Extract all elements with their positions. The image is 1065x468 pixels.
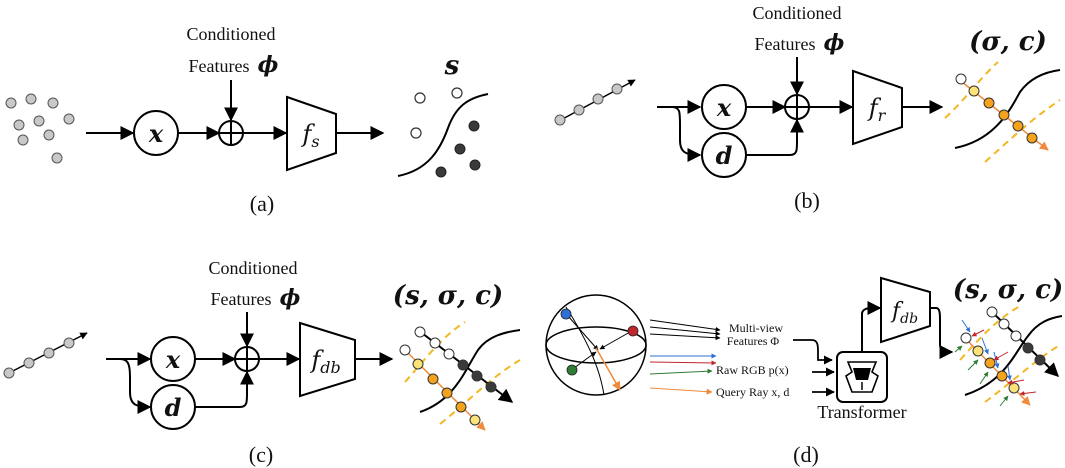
camera-sphere (545, 294, 647, 396)
features-label-1: Multi-view (729, 321, 783, 335)
camera-red (627, 325, 639, 337)
panel-c: x d Conditioned Features ϕ fdb (s, σ, c) (3, 258, 521, 467)
caption-d: (d) (793, 442, 819, 467)
input-x-label: x (165, 345, 181, 374)
input-x-label: x (148, 119, 164, 148)
plus-node (234, 346, 260, 372)
view-arrows-green (954, 345, 1009, 407)
panel-d: Multi-view Features Φ Raw RGB p(x) Query… (545, 275, 1063, 467)
ray-samples-colored (955, 73, 1038, 144)
network-block (286, 95, 337, 172)
branch-line (657, 106, 701, 156)
plus-node (784, 94, 810, 120)
cond-label-2: Features (755, 34, 816, 54)
arrow-d-to-plus (746, 118, 804, 156)
panel-a: x Conditioned Features ϕ fs s (a) (5, 24, 489, 216)
feature-lines (649, 319, 721, 341)
cond-symbol: ϕ (280, 285, 301, 311)
outside-points (410, 87, 463, 139)
input-d-label: d (165, 393, 182, 422)
inside-points (435, 120, 481, 178)
rgb-label: Raw RGB p(x) (716, 363, 789, 377)
caption-a: (a) (250, 191, 274, 216)
panel-b: x d Conditioned Features ϕ fr (σ, c) (554, 3, 1061, 213)
density-bands (404, 321, 521, 425)
view-arrows-red (971, 329, 1037, 396)
surface-curve (954, 69, 1061, 149)
transformer-label: Transformer (817, 402, 906, 422)
caption-b: (b) (794, 188, 820, 213)
network-block (299, 321, 356, 398)
output-label: (s, σ, c) (393, 281, 503, 311)
lower-samples (960, 332, 1020, 394)
output-label: (s, σ, c) (953, 275, 1063, 305)
rgb-red-line (649, 360, 717, 366)
network-block (852, 69, 903, 146)
plus-node (218, 120, 244, 146)
point-cloud (5, 93, 75, 164)
cond-label-1: Conditioned (209, 258, 298, 278)
upper-samples (414, 326, 497, 393)
ray-samples (554, 83, 623, 126)
transformer-icon (836, 351, 888, 403)
cond-symbol: ϕ (824, 30, 845, 56)
cond-label-2: Features (189, 56, 250, 76)
density-bands (959, 305, 1061, 403)
arrow-net-to-output (930, 307, 954, 359)
rgb-green-line (649, 368, 713, 375)
camera-green (566, 364, 578, 376)
ray-label: Query Ray x, d (716, 385, 789, 399)
surface-curve (419, 329, 521, 413)
cond-label-1: Conditioned (753, 3, 842, 23)
cond-label-1: Conditioned (187, 24, 276, 44)
surface-curve (964, 315, 1063, 396)
arrow-d-to-plus (195, 370, 254, 408)
input-d-label: d (716, 141, 733, 170)
ray-samples (3, 337, 75, 379)
features-label-2: Features Φ (727, 334, 780, 348)
network-block (880, 276, 931, 344)
output-label: s (444, 51, 460, 81)
lower-samples (399, 344, 481, 426)
cond-label-2: Features (211, 289, 272, 309)
arrow-transformer-to-net (861, 301, 882, 352)
caption-c: (c) (249, 442, 273, 467)
arrow-features-to-transformer (793, 339, 833, 365)
query-ray-line (649, 387, 713, 395)
input-x-label: x (716, 93, 732, 122)
branch-line (106, 358, 151, 408)
upper-samples (986, 306, 1046, 366)
surface-curve (397, 93, 489, 177)
camera-blue (560, 308, 572, 320)
cond-symbol: ϕ (258, 52, 279, 78)
output-label: (σ, c) (969, 27, 1047, 57)
